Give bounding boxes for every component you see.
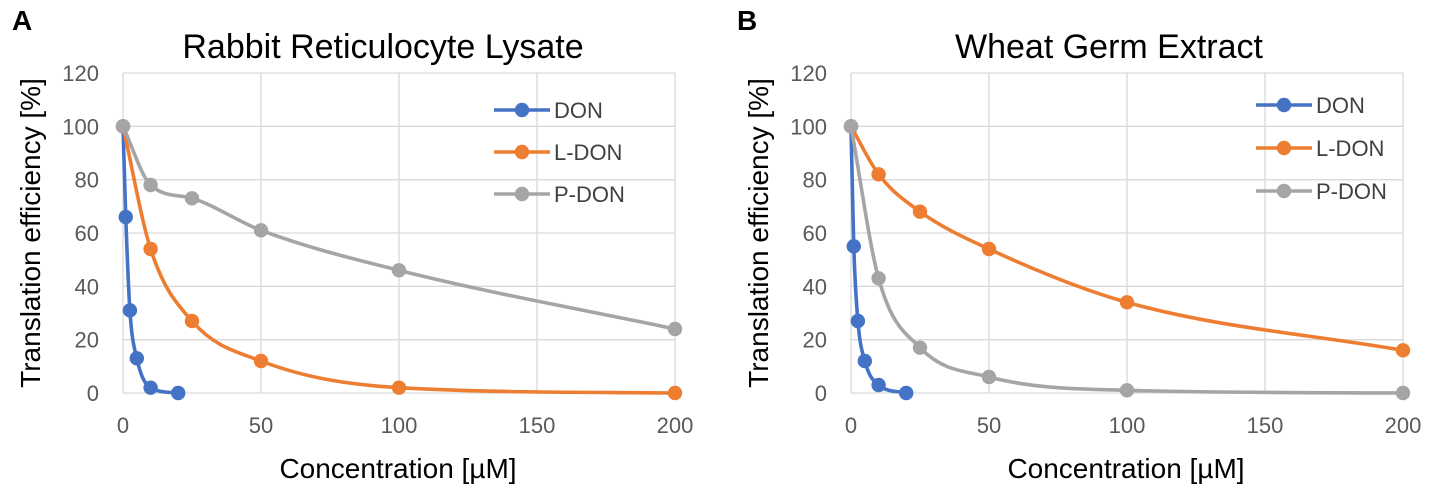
series-line-p-don (849, 124, 1405, 395)
legend-marker-l-don (1276, 140, 1292, 156)
legend-label-don: DON (1316, 93, 1365, 118)
data-point-l-don (667, 385, 683, 401)
series-markers (115, 119, 683, 401)
data-point-p-don (981, 369, 997, 385)
x-tick-label: 150 (519, 413, 556, 438)
panel-label: B (737, 5, 757, 36)
data-point-p-don (184, 191, 200, 206)
y-tick-label: 80 (803, 168, 827, 193)
y-tick-label: 100 (62, 114, 99, 139)
chart-panel-b: B Wheat Germ Extract 0 20 40 60 80 100 120 0 50 100… (737, 5, 1421, 484)
data-point-p-don (253, 223, 269, 238)
y-tick-label: 60 (803, 221, 827, 246)
data-point-l-don (253, 353, 269, 369)
data-point-l-don (391, 380, 407, 395)
legend: DON L-DON P-DON (494, 98, 625, 207)
x-tick-label: 50 (249, 413, 273, 438)
x-axis-title: Concentration [µM] (1007, 453, 1244, 484)
data-point-don (122, 303, 138, 318)
data-point-don (846, 239, 861, 254)
y-axis-title: Translation efficiency [%] (15, 78, 46, 388)
y-tick-label: 100 (790, 114, 827, 139)
chart-title: Wheat Germ Extract (955, 28, 1264, 66)
data-point-p-don (871, 271, 886, 286)
data-point-l-don (981, 241, 997, 257)
data-point-don (171, 385, 186, 401)
y-tick-label: 20 (75, 328, 99, 353)
data-point-l-don (1119, 295, 1135, 310)
chart-title: Rabbit Reticulocyte Lysate (182, 28, 583, 66)
data-point-p-don (667, 321, 683, 337)
series-line-l-don (121, 124, 677, 395)
data-point-p-don (1119, 383, 1135, 398)
data-point-don (857, 353, 872, 369)
y-tick-label: 0 (87, 381, 99, 406)
legend-marker-p-don (514, 186, 530, 202)
y-tick-label: 40 (803, 274, 827, 299)
x-tick-label: 200 (657, 413, 694, 438)
data-point-l-don (1395, 343, 1411, 358)
series-markers (843, 119, 1411, 401)
data-point-l-don (871, 167, 886, 182)
legend-marker-don (514, 102, 530, 118)
panel-label: A (12, 5, 32, 36)
y-tick-label: 40 (75, 274, 99, 299)
data-point-p-don (843, 119, 859, 134)
data-point-don (871, 377, 886, 393)
legend-label-p-don: P-DON (554, 182, 625, 207)
x-tick-label: 150 (1247, 413, 1284, 438)
data-point-p-don (1395, 385, 1411, 401)
x-tick-label: 0 (117, 413, 129, 438)
x-axis-title: Concentration [µM] (279, 453, 516, 484)
legend-label-p-don: P-DON (1316, 179, 1387, 204)
y-tick-label: 120 (62, 61, 99, 86)
x-tick-label: 200 (1385, 413, 1422, 438)
data-point-p-don (912, 340, 928, 355)
data-point-l-don (143, 241, 158, 257)
data-point-p-don (115, 119, 131, 134)
y-tick-label: 120 (790, 61, 827, 86)
data-point-l-don (912, 204, 928, 219)
x-tick-label: 0 (845, 413, 857, 438)
data-point-don (899, 385, 914, 401)
legend-marker-l-don (514, 144, 530, 160)
y-tick-label: 0 (815, 381, 827, 406)
legend-label-l-don: L-DON (1316, 136, 1384, 161)
y-tick-label: 80 (75, 168, 99, 193)
data-point-don (143, 380, 158, 395)
chart-panel-a: A Rabbit Reticulocyte Lysate 0 20 40 60 80 100 1… (12, 5, 693, 484)
data-point-l-don (184, 313, 200, 329)
x-tick-label: 50 (977, 413, 1001, 438)
data-point-p-don (143, 177, 158, 193)
y-axis-title: Translation efficiency [%] (743, 78, 774, 388)
legend-marker-don (1276, 97, 1292, 113)
legend-label-l-don: L-DON (554, 140, 622, 165)
legend-marker-p-don (1276, 183, 1292, 199)
data-point-p-don (391, 263, 407, 278)
legend: DON L-DON P-DON (1256, 93, 1387, 204)
y-tick-label: 60 (75, 221, 99, 246)
x-tick-label: 100 (1109, 413, 1146, 438)
data-point-don (850, 313, 866, 329)
legend-label-don: DON (554, 98, 603, 123)
data-point-don (118, 209, 133, 225)
x-tick-label: 100 (381, 413, 418, 438)
y-tick-label: 20 (803, 328, 827, 353)
data-point-don (129, 351, 144, 366)
gridlines (850, 72, 1404, 394)
